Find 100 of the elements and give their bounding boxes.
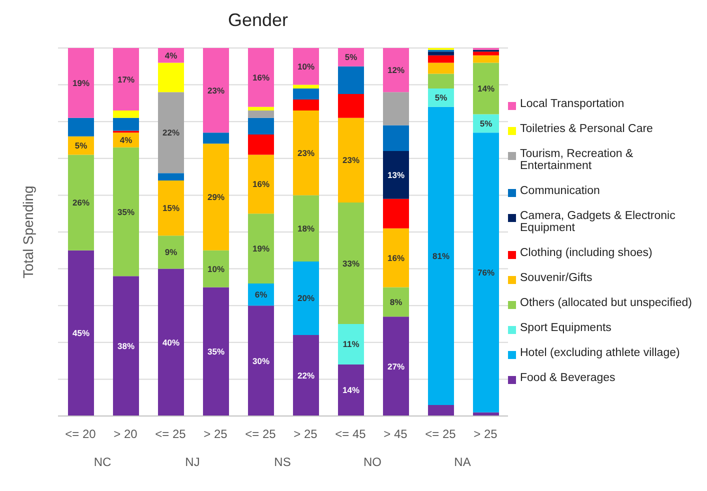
bar <box>68 48 94 118</box>
bar <box>203 144 229 250</box>
x-tick-label: > 25 <box>204 427 228 441</box>
legend-label: Others (allocated but unspecified) <box>520 296 692 308</box>
data-label: 5% <box>74 140 88 151</box>
data-label: 15% <box>162 203 180 214</box>
bar <box>293 88 319 100</box>
bar <box>428 88 454 107</box>
data-label: 29% <box>207 192 225 202</box>
bar <box>248 134 274 155</box>
data-label: 23% <box>207 85 225 96</box>
bar <box>338 202 364 324</box>
legend-label: Camera, Gadgets & Electronic Equipment <box>520 210 676 234</box>
bar <box>113 118 139 131</box>
data-label: 20% <box>297 293 315 304</box>
data-label: 19% <box>252 244 270 254</box>
data-label: 12% <box>387 65 405 76</box>
data-label: 81% <box>432 250 450 261</box>
bar <box>473 55 499 63</box>
legend-label: Sport Equipments <box>520 322 612 334</box>
data-label: 35% <box>207 346 225 357</box>
x-tick-label: <= 25 <box>245 427 276 441</box>
bar <box>473 132 499 412</box>
data-label: 40% <box>162 337 180 348</box>
bar <box>293 195 319 262</box>
bar <box>473 52 499 56</box>
x-tick-label: <= 20 <box>65 427 96 441</box>
bar <box>473 114 499 133</box>
bar <box>293 100 319 111</box>
data-label: 5% <box>434 92 448 103</box>
data-label: 5% <box>344 52 358 62</box>
chart-title: Gender <box>226 10 290 31</box>
data-label: 11% <box>342 339 360 350</box>
text: NJ <box>185 455 200 469</box>
data-label: 38% <box>117 341 135 352</box>
data-label: 27% <box>387 361 405 372</box>
legend-label: Communication <box>520 184 600 196</box>
bar <box>428 74 454 88</box>
bar <box>203 250 229 288</box>
legend-label: Hotel (excluding athlete village) <box>520 346 680 358</box>
bar <box>248 306 274 416</box>
bar <box>248 154 274 214</box>
x-tick-label: > 25 <box>294 427 318 441</box>
bar <box>113 147 139 276</box>
bar <box>293 84 319 88</box>
legend-label: Tourism, Recreation & Entertainment <box>520 148 634 172</box>
data-label: 6% <box>254 290 268 300</box>
bar <box>428 106 454 405</box>
bar <box>383 125 409 152</box>
data-label: 22% <box>162 128 180 138</box>
bar <box>338 364 364 416</box>
bar <box>293 335 319 416</box>
data-label: 19% <box>72 78 90 88</box>
bar <box>293 48 319 85</box>
bar <box>158 180 184 236</box>
x-tick-label: > 45 <box>384 427 408 441</box>
data-label: 18% <box>297 223 315 234</box>
x-tick-label: > 25 <box>474 427 498 441</box>
bar <box>293 261 319 336</box>
bar <box>158 236 184 269</box>
bar <box>338 66 364 94</box>
data-label: 30% <box>252 356 270 366</box>
bar <box>158 173 184 180</box>
data-label: 14% <box>477 83 495 94</box>
bar <box>383 287 409 317</box>
bar <box>68 118 94 136</box>
data-label: 8% <box>390 296 403 307</box>
text: NA <box>454 455 471 469</box>
bar <box>248 48 274 107</box>
legend-label: Clothing (including shoes) <box>520 246 652 258</box>
data-label: 16% <box>252 72 270 82</box>
bar <box>113 48 139 111</box>
data-label: 16% <box>252 179 270 190</box>
data-label: 33% <box>342 258 360 268</box>
text: NC <box>94 455 112 469</box>
data-label: 16% <box>387 252 405 263</box>
bar <box>248 110 274 118</box>
bar <box>428 52 454 56</box>
bar <box>428 62 454 74</box>
x-tick-label: > 20 <box>114 427 138 441</box>
data-label: 22% <box>297 370 315 381</box>
bar <box>248 214 274 284</box>
text: NO <box>364 455 382 469</box>
bar <box>158 92 184 174</box>
bar <box>203 132 229 144</box>
data-label: 10% <box>297 61 315 72</box>
data-label: 45% <box>72 328 90 338</box>
bar <box>203 287 229 416</box>
data-label: 17% <box>117 74 135 84</box>
bar <box>338 48 364 66</box>
data-label: 4% <box>164 50 178 60</box>
legend-label: Local Transportation <box>520 98 624 110</box>
legend-label: Toiletries & Personal Care <box>520 122 653 134</box>
bar <box>383 228 409 288</box>
y-axis-title: Total Spending <box>20 186 36 278</box>
data-label: 23% <box>297 148 315 158</box>
bar <box>383 151 409 199</box>
bar <box>383 316 409 416</box>
bar <box>383 48 409 92</box>
x-tick-label: <= 45 <box>335 427 366 441</box>
